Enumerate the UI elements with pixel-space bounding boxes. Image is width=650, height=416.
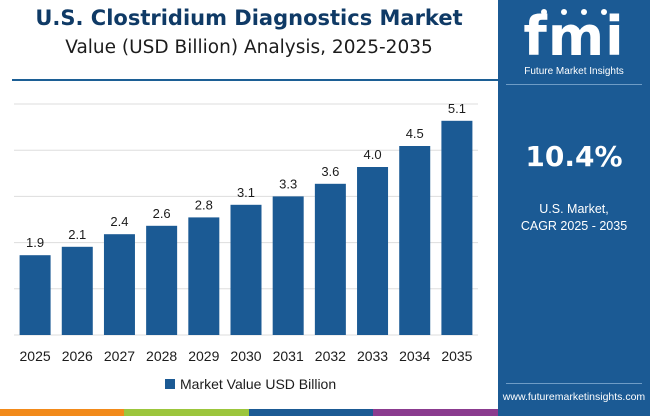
header-divider (12, 79, 498, 81)
value-label-2028: 2.6 (153, 206, 171, 221)
bar-2031 (272, 196, 304, 335)
bar-2028 (146, 225, 178, 335)
x-tick-label-2033: 2033 (357, 348, 388, 364)
summary-panel: fmi Future Market Insights 10.4% U.S. Ma… (498, 0, 650, 416)
bar-chart: 1.9 2025 2.1 2026 2.4 2027 2.6 2028 2.8 2029 3.1 20… (14, 101, 478, 392)
strip-segment-green (124, 409, 249, 416)
x-tick-label-2029: 2029 (188, 348, 219, 364)
x-tick-label-2034: 2034 (399, 348, 430, 364)
value-label-2031: 3.3 (279, 176, 297, 191)
cagr-label-market: U.S. Market, (539, 202, 609, 216)
strip-segment-purple (373, 409, 498, 416)
value-label-2033: 4.0 (364, 147, 382, 162)
fmi-logo: fmi Future Market Insights (498, 4, 650, 84)
bottom-color-strip (0, 409, 498, 416)
legend-swatch (165, 379, 175, 389)
value-label-2025: 1.9 (26, 235, 44, 250)
x-tick-label-2031: 2031 (273, 348, 304, 364)
x-tick-label-2032: 2032 (315, 348, 346, 364)
value-label-2029: 2.8 (195, 197, 213, 212)
bar-2032 (314, 183, 346, 335)
x-tick-label-2026: 2026 (62, 348, 93, 364)
strip-segment-orange (0, 409, 124, 416)
bar-2034 (399, 146, 431, 335)
x-tick-label-2027: 2027 (104, 348, 135, 364)
cagr-label-period: CAGR 2025 - 2035 (520, 219, 628, 233)
chart-title: U.S. Clostridium Diagnostics Market (35, 6, 463, 30)
bar-2030 (230, 204, 262, 335)
value-label-2034: 4.5 (406, 126, 424, 141)
bar-2027 (103, 234, 135, 335)
x-tick-label-2030: 2030 (230, 348, 261, 364)
strip-segment-blue (249, 409, 373, 416)
bar-2026 (61, 246, 93, 335)
cagr-value: 10.4% (525, 140, 623, 173)
legend-label: Market Value USD Billion (180, 376, 336, 392)
bar-2029 (188, 217, 220, 335)
chart-subtitle: Value (USD Billion) Analysis, 2025-2035 (65, 37, 433, 58)
x-tick-label-2028: 2028 (146, 348, 177, 364)
x-tick-label-2035: 2035 (441, 348, 472, 364)
panel-divider-bottom (506, 383, 642, 384)
bar-2025 (19, 255, 51, 335)
value-label-2032: 3.6 (321, 164, 339, 179)
logo-tagline: Future Market Insights (524, 66, 624, 77)
value-label-2035: 5.1 (448, 101, 466, 116)
logo-icons (541, 9, 607, 15)
bar-2033 (357, 167, 389, 335)
bar-2035 (441, 120, 473, 335)
value-label-2027: 2.4 (110, 214, 128, 229)
logo-letters: fmi (523, 5, 625, 68)
value-label-2030: 3.1 (237, 185, 255, 200)
panel-divider-top (506, 84, 642, 85)
website-link[interactable]: www.futuremarketinsights.com (502, 391, 646, 403)
value-label-2026: 2.1 (68, 227, 86, 242)
x-tick-label-2025: 2025 (20, 348, 51, 364)
